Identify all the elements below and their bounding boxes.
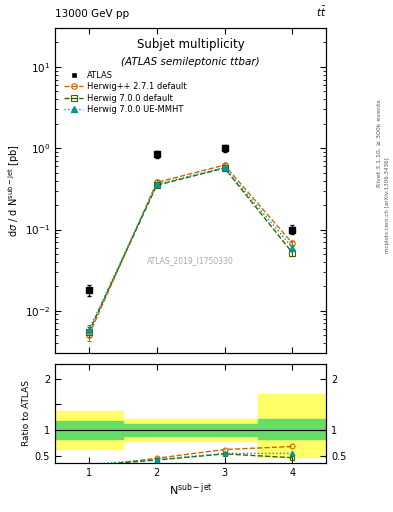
Y-axis label: Ratio to ATLAS: Ratio to ATLAS — [22, 380, 31, 446]
Text: 13000 GeV pp: 13000 GeV pp — [55, 9, 129, 19]
Text: ATLAS_2019_I1750330: ATLAS_2019_I1750330 — [147, 257, 234, 266]
Y-axis label: d$\sigma$ / d N$^{\mathsf{sub-jet}}$ [pb]: d$\sigma$ / d N$^{\mathsf{sub-jet}}$ [pb… — [6, 144, 22, 237]
Text: (ATLAS semileptonic ttbar): (ATLAS semileptonic ttbar) — [121, 57, 260, 68]
X-axis label: N$^{\mathsf{sub-jet}}$: N$^{\mathsf{sub-jet}}$ — [169, 481, 213, 498]
Text: $t\bar{t}$: $t\bar{t}$ — [316, 5, 326, 19]
Text: Rivet 3.1.10, ≥ 300k events: Rivet 3.1.10, ≥ 300k events — [377, 99, 382, 187]
Text: Subjet multiplicity: Subjet multiplicity — [137, 38, 244, 51]
Text: mcplots.cern.ch [arXiv:1306.3436]: mcplots.cern.ch [arXiv:1306.3436] — [385, 157, 389, 252]
Legend: ATLAS, Herwig++ 2.7.1 default, Herwig 7.0.0 default, Herwig 7.0.0 UE-MMHT: ATLAS, Herwig++ 2.7.1 default, Herwig 7.… — [62, 68, 189, 117]
